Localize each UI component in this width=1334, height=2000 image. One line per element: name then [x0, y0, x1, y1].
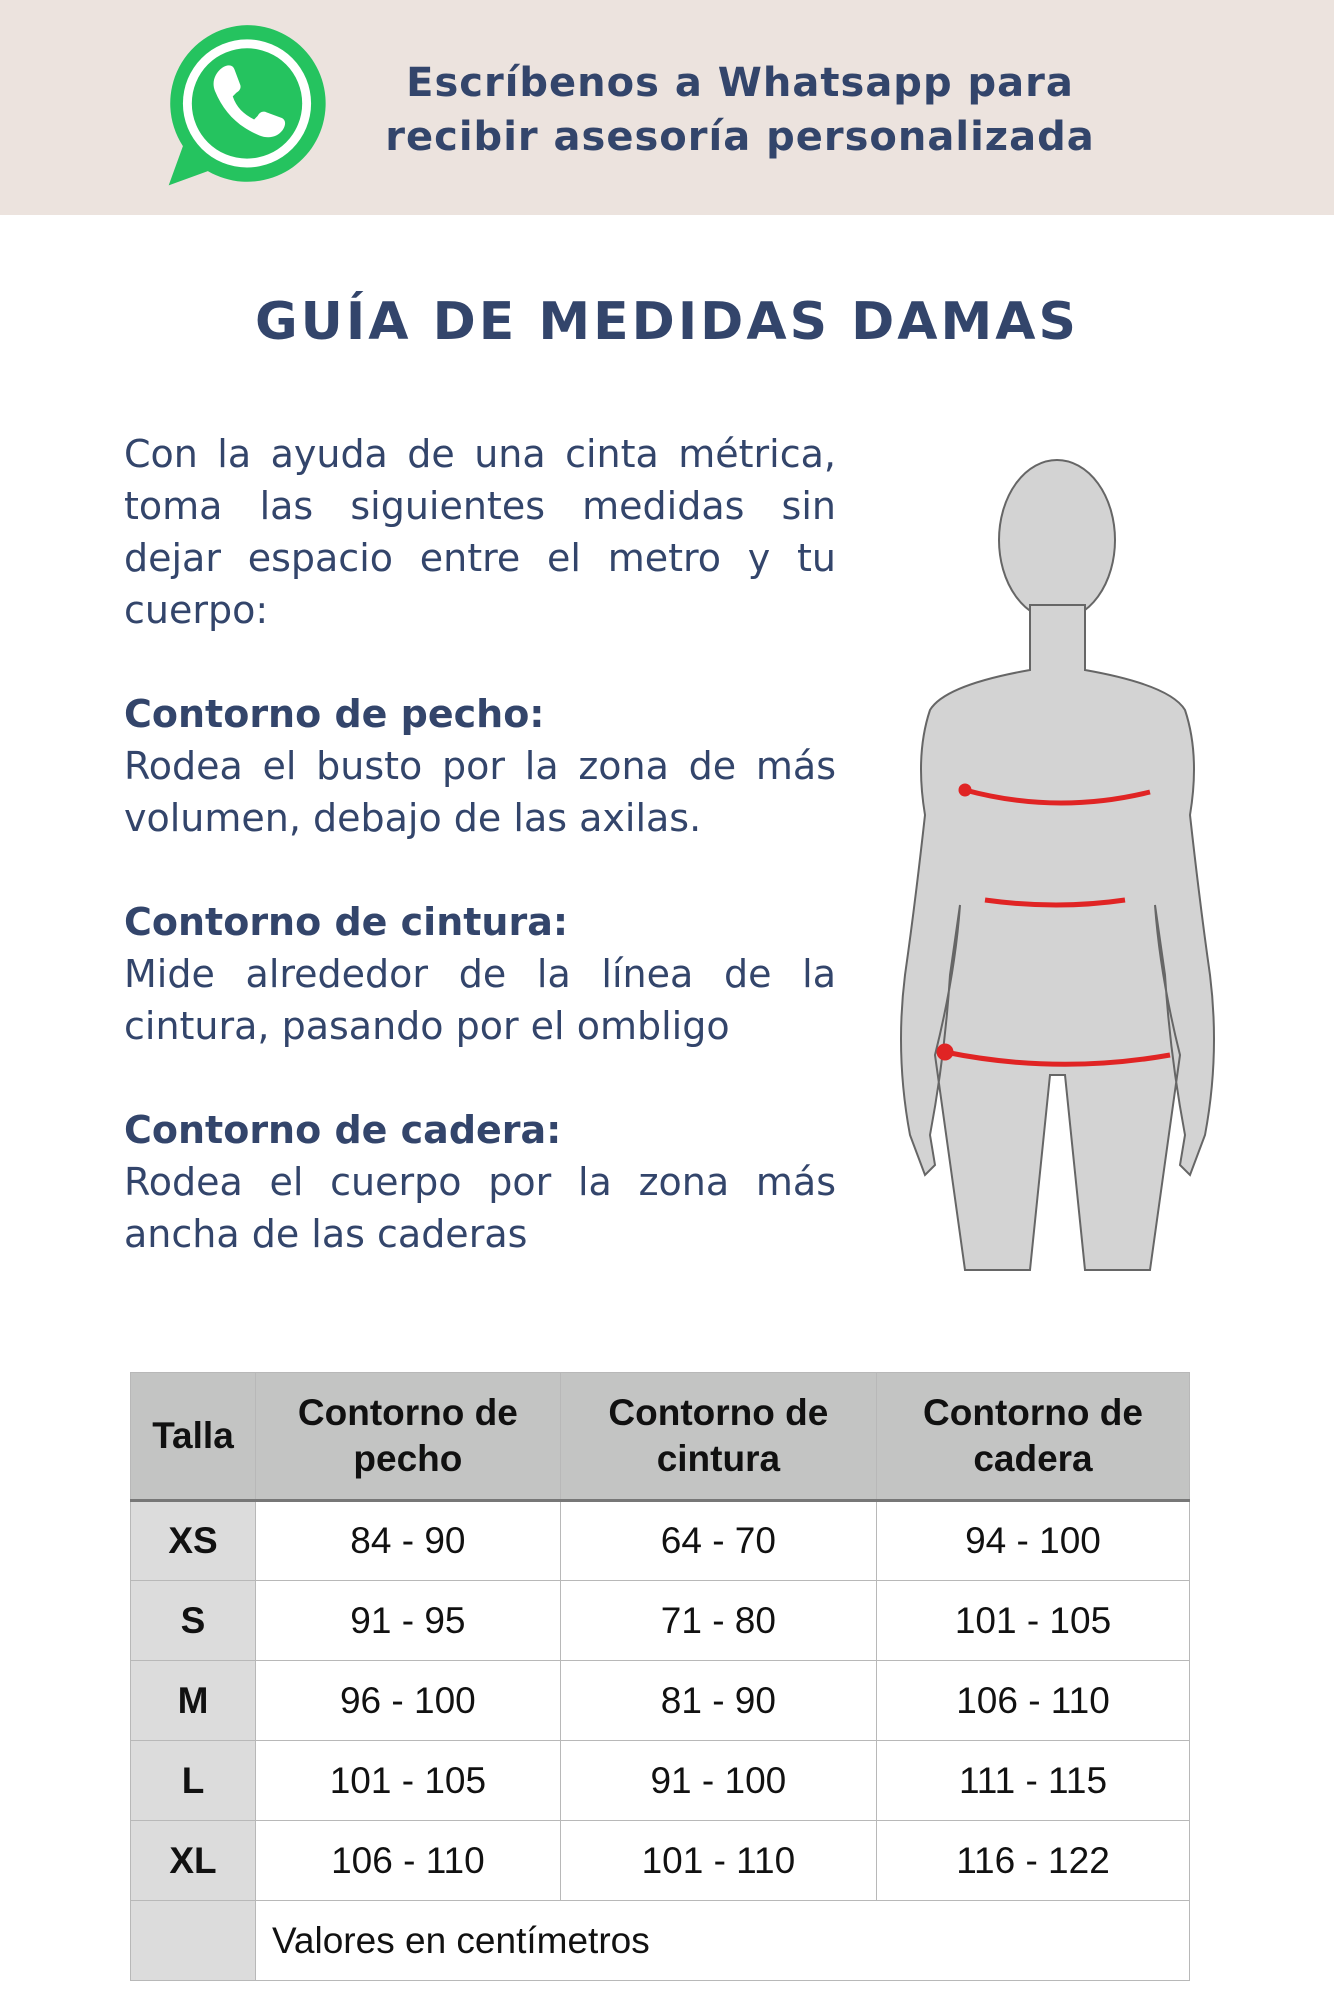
cell-hip: 116 - 122: [875, 1820, 1191, 1901]
cell-size: S: [130, 1580, 256, 1661]
section-waist: Contorno de cintura: Mide alrededor de la…: [124, 896, 836, 1052]
cell-waist: 101 - 110: [559, 1820, 877, 1901]
cell-size: M: [130, 1660, 256, 1741]
cell-chest: 96 - 100: [255, 1660, 561, 1741]
cell-chest: 106 - 110: [255, 1820, 561, 1901]
cell-chest: 84 - 90: [255, 1500, 561, 1581]
table-note-row: Valores en centímetros: [130, 1900, 1190, 1981]
header-cintura: Contorno de cintura: [559, 1372, 877, 1502]
table-row: S 91 - 95 71 - 80 101 - 105: [130, 1580, 1191, 1661]
section-chest: Contorno de pecho: Rodea el busto por la …: [124, 688, 836, 844]
section-text: Rodea el busto por la zona de más volume…: [124, 744, 836, 840]
waist-line: [984, 897, 1126, 908]
section-heading: Contorno de pecho:: [124, 692, 545, 736]
table-row: XS 84 - 90 64 - 70 94 - 100: [130, 1500, 1191, 1581]
section-text: Mide alrededor de la línea de la cintura…: [124, 952, 836, 1048]
cell-hip: 94 - 100: [875, 1500, 1191, 1581]
table-header-row: Talla Contorno de pecho Contorno de cint…: [130, 1372, 1191, 1502]
table-row: L 101 - 105 91 - 100 111 - 115: [130, 1740, 1191, 1821]
section-hip: Contorno de cadera: Rodea el cuerpo por l…: [124, 1104, 836, 1260]
cell-waist: 81 - 90: [559, 1660, 877, 1741]
cell-hip: 106 - 110: [875, 1660, 1191, 1741]
page-title: GUÍA DE MEDIDAS DAMAS: [255, 292, 1079, 352]
size-table: Talla Contorno de pecho Contorno de cint…: [130, 1372, 1191, 1981]
units-note: Valores en centímetros: [255, 1900, 1190, 1981]
empty-cell: [130, 1900, 256, 1981]
header-pecho: Contorno de pecho: [255, 1372, 561, 1502]
hip-line: [944, 1049, 1171, 1067]
cell-size: L: [130, 1740, 256, 1821]
whatsapp-banner[interactable]: Escríbenos a Whatsapp para recibir aseso…: [0, 0, 1334, 215]
banner-line-2: recibir asesoría personalizada: [385, 114, 1095, 160]
section-heading: Contorno de cadera:: [124, 1108, 562, 1152]
header-talla: Talla: [130, 1372, 256, 1502]
whatsapp-icon[interactable]: [158, 18, 336, 196]
banner-text: Escríbenos a Whatsapp para recibir aseso…: [360, 56, 1120, 164]
cell-waist: 91 - 100: [559, 1740, 877, 1821]
cell-waist: 71 - 80: [559, 1580, 877, 1661]
section-heading: Contorno de cintura:: [124, 900, 569, 944]
header-cadera: Contorno de cadera: [875, 1372, 1191, 1502]
intro-text: Con la ayuda de una cinta métrica, toma …: [124, 432, 836, 632]
cell-chest: 91 - 95: [255, 1580, 561, 1661]
cell-chest: 101 - 105: [255, 1740, 561, 1821]
instructions: Con la ayuda de una cinta métrica, toma …: [124, 428, 836, 1312]
body-measurement-figure: [900, 459, 1215, 1271]
table-row: M 96 - 100 81 - 90 106 - 110: [130, 1660, 1191, 1741]
chest-line: [964, 787, 1151, 806]
table-row: XL 106 - 110 101 - 110 116 - 122: [130, 1820, 1191, 1901]
cell-hip: 111 - 115: [875, 1740, 1191, 1821]
cell-size: XL: [130, 1820, 256, 1901]
cell-waist: 64 - 70: [559, 1500, 877, 1581]
banner-line-1: Escríbenos a Whatsapp para: [406, 60, 1074, 106]
section-text: Rodea el cuerpo por la zona más ancha de…: [124, 1160, 836, 1256]
cell-hip: 101 - 105: [875, 1580, 1191, 1661]
cell-size: XS: [130, 1500, 256, 1581]
